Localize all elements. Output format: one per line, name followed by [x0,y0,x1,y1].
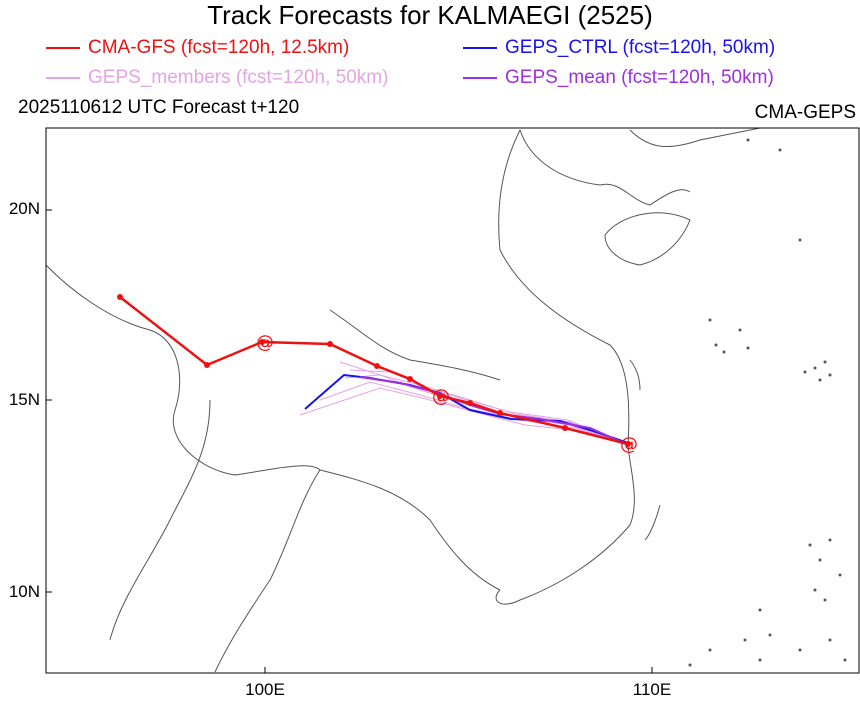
model-label: CMA-GEPS [754,102,856,123]
lat-label-10n: 10N [8,582,40,601]
lon-label-100e: 100E [245,680,285,699]
coast-fragment-2 [644,504,661,541]
coast-china [629,127,761,148]
coast-tonkin [519,129,691,206]
legend-swatch-geps-members [46,77,80,79]
islands [688,138,847,667]
coastlines [45,127,761,673]
legend-label-geps-mean: GEPS_mean (fcst=120h, 50km) [505,67,774,88]
coast-fragment-1 [629,359,641,391]
coast-hainan [604,212,691,266]
legend-item-geps-ctrl: GEPS_CTRL (fcst=120h, 50km) [463,37,775,59]
typhoon-icon: @ [432,386,450,407]
legend-swatch-cma-gfs [46,47,80,49]
axis-ticks [46,209,653,673]
forecast-time-label: 2025110612 UTC Forecast t+120 [18,97,300,118]
lon-label-110e: 110E [632,680,672,699]
legend-label-geps-members: GEPS_members (fcst=120h, 50km) [88,67,389,88]
lat-label-15n: 15N [8,390,40,409]
legend-label-cma-gfs: CMA-GFS (fcst=120h, 12.5km) [88,37,350,58]
member-track-5 [344,374,629,446]
map-title: Track Forecasts for KALMAEGI (2525) [207,0,653,30]
typhoon-icon: @ [256,332,274,353]
cma-gfs-track-group: @ @ @ [117,294,638,455]
legend-swatch-geps-ctrl [463,47,497,49]
border-west [45,264,321,476]
member-track-2 [319,381,629,446]
legend-swatch-geps-mean [463,77,497,79]
coast-thai-peninsula [214,469,321,673]
coast-vietnam [495,129,635,605]
border-myanmar [109,399,211,641]
legend-item-cma-gfs: CMA-GFS (fcst=120h, 12.5km) [46,37,349,59]
coast-gulf-thailand [319,469,501,591]
legend-item-geps-members: GEPS_members (fcst=120h, 50km) [46,67,388,89]
legend-label-geps-ctrl: GEPS_CTRL (fcst=120h, 50km) [505,37,776,58]
border-laos [329,309,501,381]
lat-label-20n: 20N [8,199,40,218]
legend-item-geps-mean: GEPS_mean (fcst=120h, 50km) [463,67,774,89]
member-track-4 [299,387,629,446]
typhoon-icon: @ [620,434,638,455]
geps-mean-track [359,376,629,446]
